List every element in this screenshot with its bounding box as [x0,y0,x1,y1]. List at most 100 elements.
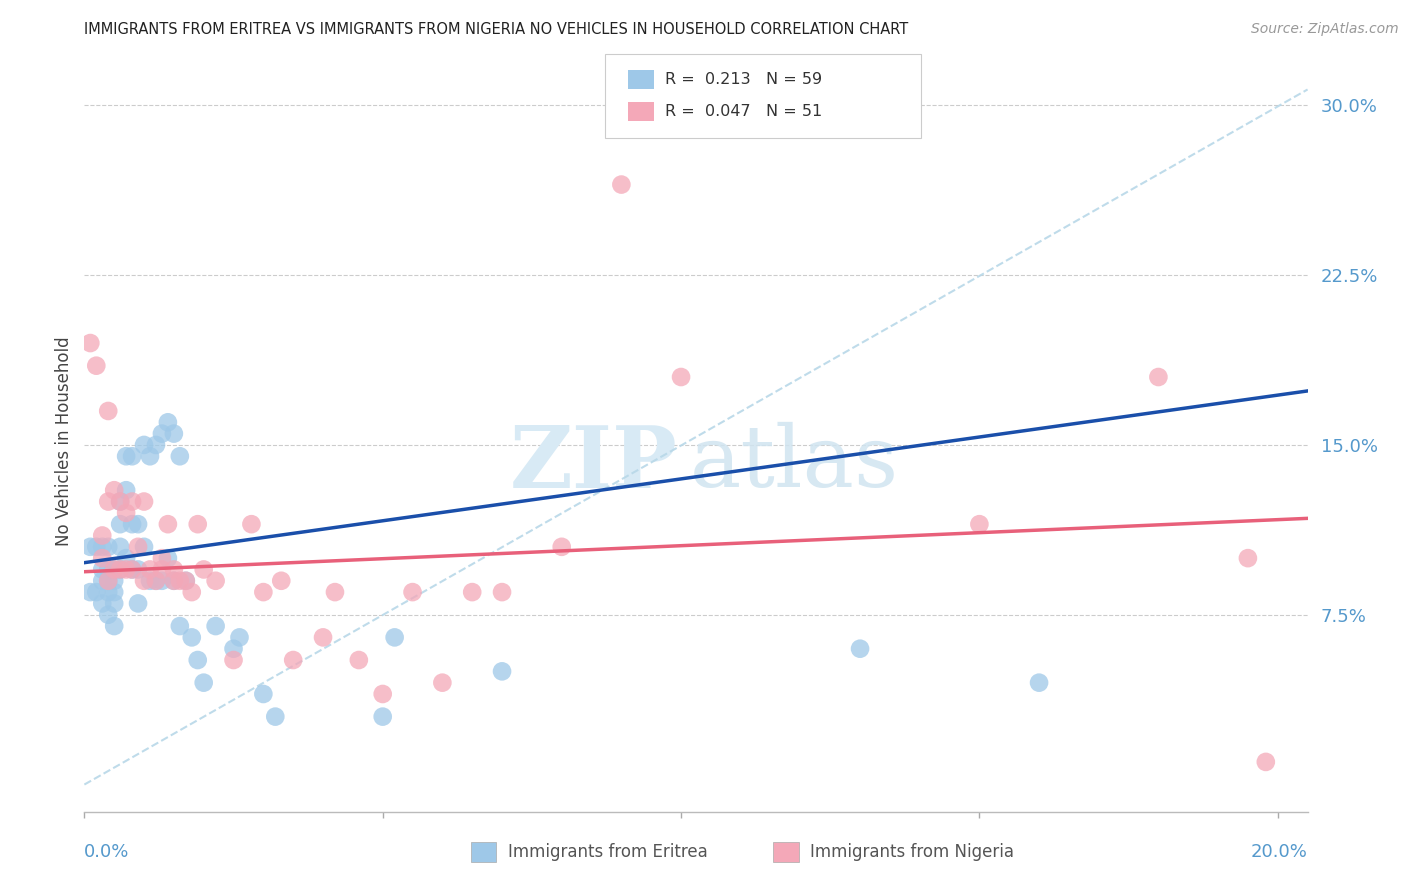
Point [252,585,274,599]
Point [347,653,370,667]
Point [150,426,173,441]
Point [187,517,209,532]
Point [204,574,226,588]
Point [312,631,335,645]
Point [371,709,394,723]
Point [283,653,305,667]
Point [91,596,114,610]
Point [79,336,101,351]
Point [97,585,120,599]
Point [103,562,125,576]
Point [849,641,872,656]
Point [371,687,394,701]
Point [97,540,120,554]
Point [139,449,162,463]
Point [150,574,173,588]
Point [97,494,120,508]
Point [103,483,125,498]
Point [222,653,245,667]
Point [163,562,186,576]
Point [91,574,114,588]
Point [103,596,125,610]
Point [91,528,114,542]
Point [180,631,202,645]
Point [103,574,125,588]
Point [264,709,287,723]
Point [240,517,263,532]
Point [169,449,191,463]
Point [121,449,143,463]
Point [150,562,173,576]
Point [150,551,173,566]
Point [222,641,245,656]
Point [139,574,162,588]
Point [193,562,215,576]
Point [169,574,191,588]
Point [115,483,138,498]
Point [108,494,131,508]
Point [193,675,215,690]
Point [169,619,191,633]
Point [174,574,197,588]
Point [121,517,143,532]
Point [108,517,131,532]
Point [91,562,114,576]
Point [132,494,155,508]
Point [551,540,574,554]
Point [127,517,149,532]
Point [84,540,107,554]
Point [1147,370,1170,384]
Point [108,562,131,576]
Point [491,585,513,599]
Point [97,404,120,418]
Point [132,438,155,452]
Text: Immigrants from Nigeria: Immigrants from Nigeria [810,843,1014,861]
Point [127,596,149,610]
Point [97,607,120,622]
Point [145,574,167,588]
Point [132,540,155,554]
Point [270,574,292,588]
Point [139,562,162,576]
Point [163,574,186,588]
Point [432,675,454,690]
Text: atlas: atlas [690,422,898,506]
Point [180,585,202,599]
Point [115,551,138,566]
Point [121,562,143,576]
Point [79,585,101,599]
Point [323,585,346,599]
Point [97,574,120,588]
Text: 20.0%: 20.0% [1251,843,1308,861]
Point [252,687,274,701]
Point [115,562,138,576]
Point [461,585,484,599]
Text: IMMIGRANTS FROM ERITREA VS IMMIGRANTS FROM NIGERIA NO VEHICLES IN HOUSEHOLD CORR: IMMIGRANTS FROM ERITREA VS IMMIGRANTS FR… [84,22,908,37]
Point [156,415,179,429]
Point [103,562,125,576]
Point [1254,755,1277,769]
Point [127,562,149,576]
Point [145,438,167,452]
Point [84,585,107,599]
Point [97,562,120,576]
Point [91,540,114,554]
Point [91,551,114,566]
Point [491,665,513,679]
Point [610,178,633,192]
Text: Immigrants from Eritrea: Immigrants from Eritrea [508,843,707,861]
Point [187,653,209,667]
Point [127,540,149,554]
Point [1237,551,1260,566]
Point [384,631,406,645]
Point [97,574,120,588]
Point [108,562,131,576]
Text: Source: ZipAtlas.com: Source: ZipAtlas.com [1251,22,1399,37]
Point [669,370,692,384]
Point [121,494,143,508]
Point [401,585,423,599]
Text: ZIP: ZIP [510,422,678,506]
Point [163,426,186,441]
Point [1028,675,1050,690]
Point [132,574,155,588]
